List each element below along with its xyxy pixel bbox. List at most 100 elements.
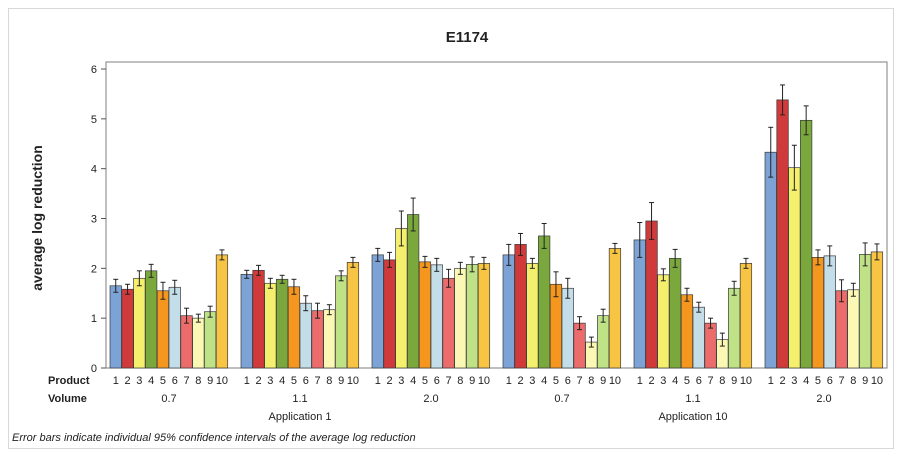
bar	[168, 286, 181, 369]
bar	[252, 269, 265, 369]
product-tick-label: 1	[375, 375, 381, 387]
product-tick-label: 3	[791, 375, 797, 387]
bar	[335, 275, 348, 369]
product-tick-label: 7	[445, 375, 451, 387]
bar	[835, 290, 848, 369]
product-tick-label: 2	[386, 375, 392, 387]
bar	[192, 317, 205, 369]
product-tick-label: 6	[827, 375, 833, 387]
product-tick-label: 2	[648, 375, 654, 387]
product-tick-label: 9	[731, 375, 737, 387]
bar	[346, 262, 360, 369]
bar	[645, 220, 658, 369]
product-tick-label: 5	[815, 375, 821, 387]
chart-title: E1174	[446, 29, 489, 46]
bar	[121, 288, 134, 369]
product-tick-label: 1	[113, 375, 119, 387]
bar	[704, 322, 717, 369]
bar	[502, 254, 515, 369]
product-tick-label: 3	[136, 375, 142, 387]
product-tick-label: 4	[803, 375, 809, 387]
x-axis-labels: 1 2 3 4 5 6 7 8 9 100.71 2 3 4 5 6 7 8 9 101.11 2 3 4 5 6 7 8 9 102…	[113, 375, 883, 423]
bar	[430, 264, 443, 369]
bar	[264, 282, 277, 369]
bar	[823, 255, 836, 369]
product-tick-label: 10	[871, 375, 883, 387]
product-tick-label: 4	[279, 375, 285, 387]
bar	[395, 228, 408, 369]
product-tick-label: 3	[267, 375, 273, 387]
y-tick-label: 3	[91, 214, 97, 226]
product-tick-label: 8	[457, 375, 463, 387]
product-tick-label: 3	[660, 375, 666, 387]
bar	[800, 119, 813, 369]
bar	[133, 277, 146, 369]
application-label: Application 10	[658, 411, 727, 423]
bar	[156, 290, 170, 369]
bar	[680, 294, 694, 369]
bar	[276, 278, 289, 369]
product-tick-label: 10	[609, 375, 621, 387]
volume-label: 0.7	[554, 393, 569, 405]
bar	[299, 302, 312, 369]
bar	[788, 167, 801, 369]
product-tick-label: 5	[553, 375, 559, 387]
bar	[870, 251, 884, 369]
product-tick-label: 5	[291, 375, 297, 387]
product-tick-label: 2	[779, 375, 785, 387]
bar	[847, 289, 860, 369]
bar	[561, 287, 574, 369]
y-tick-label: 1	[91, 313, 97, 325]
product-tick-label: 9	[600, 375, 606, 387]
volume-label: 1.1	[292, 393, 307, 405]
volume-label: 2.0	[423, 393, 438, 405]
bar	[728, 287, 741, 369]
bars-group	[109, 99, 884, 369]
product-tick-label: 6	[696, 375, 702, 387]
bar	[608, 248, 622, 369]
chart-frame	[8, 8, 894, 449]
product-tick-label: 10	[478, 375, 490, 387]
product-tick-label: 8	[719, 375, 725, 387]
product-tick-label: 2	[124, 375, 130, 387]
product-tick-label: 6	[172, 375, 178, 387]
bar	[383, 259, 396, 369]
bar	[442, 277, 455, 369]
bar	[633, 239, 646, 369]
bar	[859, 254, 872, 369]
y-axis: 0 1 2 3 4 5 6	[91, 64, 106, 375]
error-bars-group	[113, 84, 880, 348]
product-tick-label: 1	[637, 375, 643, 387]
product-tick-label: 9	[862, 375, 868, 387]
product-tick-label: 8	[850, 375, 856, 387]
y-axis-label: average log reduction	[29, 145, 45, 290]
product-tick-label: 10	[347, 375, 359, 387]
product-tick-label: 9	[207, 375, 213, 387]
bar	[240, 273, 253, 369]
bar	[466, 263, 479, 369]
bar	[739, 263, 753, 369]
bar	[407, 214, 420, 369]
bar	[669, 258, 682, 369]
bar	[371, 254, 384, 369]
bar	[145, 270, 158, 369]
bar	[204, 311, 217, 369]
bar	[764, 151, 777, 369]
product-tick-label: 7	[314, 375, 320, 387]
product-tick-label: 9	[469, 375, 475, 387]
y-tick-label: 4	[91, 164, 97, 176]
bar	[776, 99, 789, 369]
product-tick-label: 7	[183, 375, 189, 387]
y-tick-label: 2	[91, 263, 97, 275]
bar	[323, 309, 336, 369]
product-tick-label: 4	[672, 375, 678, 387]
product-tick-label: 8	[588, 375, 594, 387]
product-tick-label: 9	[338, 375, 344, 387]
product-tick-label: 5	[422, 375, 428, 387]
bar	[109, 285, 122, 369]
bar	[657, 274, 670, 369]
bar	[477, 263, 491, 369]
bar	[514, 244, 527, 369]
product-tick-label: 6	[434, 375, 440, 387]
bar	[526, 263, 539, 369]
